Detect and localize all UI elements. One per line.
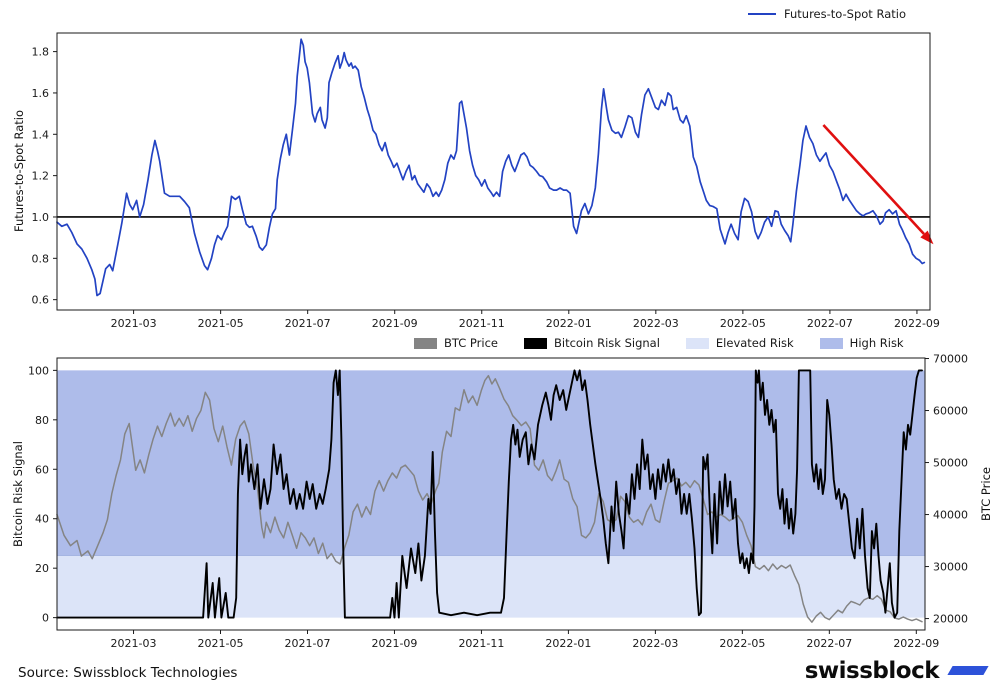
futures-spot-legend-label: Futures-to-Spot Ratio [784,7,906,21]
top-chart-legend: Futures-to-Spot Ratio [748,7,906,21]
x-tick-label: 2021-05 [198,317,244,330]
x-tick-label: 2021-11 [458,637,504,650]
x-tick-label: 2022-05 [719,637,765,650]
high-risk-legend-label: High Risk [849,336,904,350]
y-tick-label: 1.2 [32,170,50,183]
y-tick-label: 40 [35,513,49,526]
y-tick-label: 1.6 [32,87,50,100]
y-tick-label: 100 [28,364,49,377]
y-tick-label: 70000 [933,353,968,366]
x-tick-label: 2021-09 [372,317,418,330]
x-tick-label: 2022-07 [806,637,852,650]
y-tick-label: 1.8 [32,46,50,59]
high-risk-legend-swatch [819,337,843,349]
x-tick-label: 2022-03 [632,637,678,650]
risk-signal-legend-label: Bitcoin Risk Signal [553,336,660,350]
y-tick-label: 60 [35,463,49,476]
futures-spot-line [56,38,926,297]
legend-item-high-risk: High Risk [819,336,904,350]
futures-spot-legend-swatch [748,12,776,16]
source-text: Source: Swissblock Technologies [18,665,238,681]
x-tick-label: 2021-11 [459,317,505,330]
y-tick-label: 1.0 [32,211,50,224]
legend-item-elevated-risk: Elevated Risk [685,336,794,350]
y-tick-label: 20000 [933,613,968,626]
risk-signal-line [56,369,923,619]
x-tick-label: 2021-07 [285,637,331,650]
elevated-risk-band [57,555,925,618]
btc-price-legend-swatch [414,337,437,349]
y-tick-label: 0.8 [32,252,50,265]
x-tick-label: 2021-05 [198,637,244,650]
x-tick-label: 2022-05 [720,317,766,330]
y-tick-label: 40000 [933,509,968,522]
swissblock-logo: swissblock [804,658,989,684]
x-tick-label: 2021-09 [371,637,417,650]
btc-price-line [56,374,923,623]
bottom-chart-frame [56,357,926,631]
risk-signal-legend-swatch [523,337,547,349]
y-tick-label: 0 [42,612,49,625]
top-chart-frame [56,32,931,311]
swissblock-logo-dash-icon [947,665,989,675]
x-tick-label: 2022-01 [546,317,592,330]
y-tick-label: 1.4 [32,128,50,141]
x-tick-label: 2022-03 [633,317,679,330]
x-tick-label: 2021-03 [111,637,157,650]
x-tick-label: 2022-09 [893,637,939,650]
bottom-chart-legend: BTC Price Bitcoin Risk Signal Elevated R… [414,336,922,350]
x-tick-label: 2022-01 [545,637,591,650]
y-tick-label: 20 [35,562,49,575]
red-trend-arrow [822,124,925,235]
y-tick-label: 30000 [933,561,968,574]
x-tick-label: 2022-09 [894,317,940,330]
legend-item-risk-signal: Bitcoin Risk Signal [523,336,660,350]
x-tick-label: 2021-07 [285,317,331,330]
elevated-risk-legend-swatch [685,337,709,349]
swissblock-logo-text: swissblock [804,658,940,684]
legend-item-btc-price: BTC Price [414,336,498,350]
y-tick-label: 80 [35,414,49,427]
elevated-risk-legend-label: Elevated Risk [715,336,794,350]
x-tick-label: 2022-07 [807,317,853,330]
y-tick-label: 60000 [933,405,968,418]
btc-price-legend-label: BTC Price [444,336,498,350]
y-tick-label: 0.6 [32,294,50,307]
y-tick-label: 50000 [933,457,968,470]
x-tick-label: 2021-03 [111,317,157,330]
high-risk-band [57,370,925,556]
